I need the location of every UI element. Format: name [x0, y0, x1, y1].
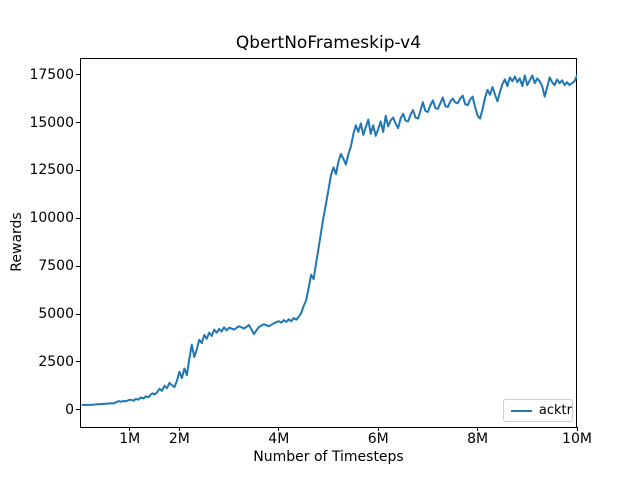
axes-spines	[80, 58, 577, 428]
x-tick-label: 1M	[119, 431, 141, 447]
y-tick-mark	[76, 265, 80, 267]
y-tick-mark	[76, 409, 80, 411]
legend: acktr	[503, 399, 573, 422]
y-tick-label: 2500	[38, 353, 74, 370]
x-tick-label: 4M	[268, 431, 290, 447]
x-tick-mark	[377, 427, 379, 431]
y-tick-label: 17500	[29, 66, 74, 83]
x-tick-mark	[129, 427, 131, 431]
chart-title: QbertNoFrameskip-v4	[235, 33, 422, 53]
y-tick-mark	[76, 361, 80, 363]
y-tick-mark	[76, 74, 80, 76]
y-tick-label: 10000	[29, 210, 74, 227]
x-tick-mark	[477, 427, 479, 431]
x-tick-label: 10M	[562, 431, 592, 447]
x-tick-label: 8M	[467, 431, 489, 447]
x-tick-mark	[278, 427, 280, 431]
y-tick-label: 12500	[29, 162, 74, 179]
x-tick-mark	[178, 427, 180, 431]
x-tick-label: 6M	[367, 431, 389, 447]
y-tick-mark	[76, 217, 80, 219]
y-tick-mark	[76, 169, 80, 171]
plot-area	[80, 58, 577, 428]
x-axis-label: Number of Timesteps	[253, 449, 404, 465]
y-tick-label: 15000	[29, 114, 74, 131]
x-tick-mark	[576, 427, 578, 431]
legend-line-sample	[511, 409, 532, 412]
y-tick-label: 0	[65, 401, 74, 418]
series-line	[81, 74, 577, 406]
y-tick-mark	[76, 313, 80, 315]
x-tick-label: 2M	[168, 431, 190, 447]
y-axis-label: Rewards	[9, 212, 25, 272]
y-tick-label: 5000	[38, 306, 74, 323]
y-tick-label: 7500	[38, 258, 74, 275]
legend-label: acktr	[538, 403, 572, 418]
y-tick-mark	[76, 122, 80, 124]
